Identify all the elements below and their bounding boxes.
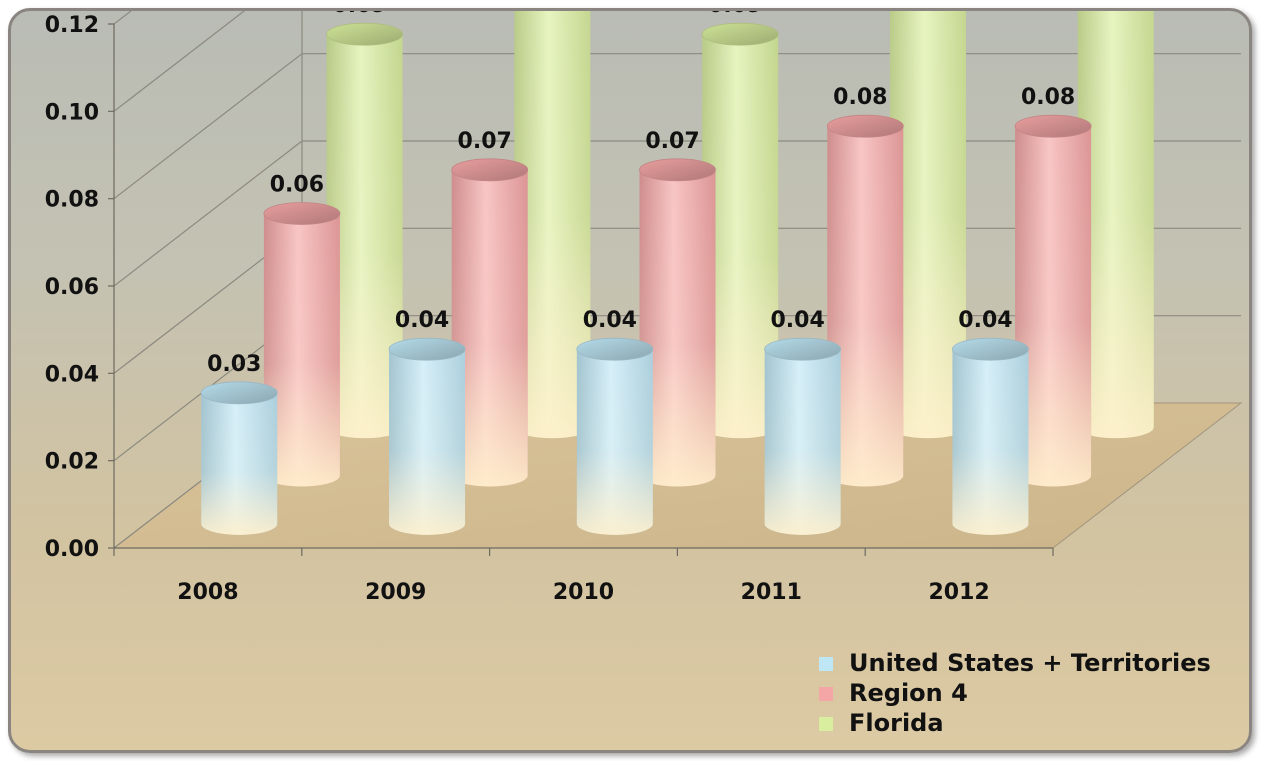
chart-svg: 0.00 0.02 0.04 0.06 0.08 0.10 0.12 2008 2009 201…: [45, 11, 1243, 737]
data-label: 0.06: [270, 173, 324, 198]
chart-frame: 0.00 0.02 0.04 0.06 0.08 0.10 0.12 2008 2009 201…: [8, 8, 1252, 753]
legend-label: United States + Territories: [849, 649, 1211, 677]
gridline-side: [113, 11, 132, 25]
bar: [639, 158, 716, 487]
data-label: 0.03: [207, 352, 261, 377]
gridline-side: [113, 53, 303, 200]
data-label: 0.04: [583, 308, 637, 333]
y-tick-label: 0.06: [45, 275, 99, 300]
bar: [326, 22, 403, 439]
legend-swatch: [819, 687, 833, 701]
y-tick-label: 0.12: [45, 13, 99, 38]
bar: [263, 202, 341, 487]
data-label: 0.09: [708, 11, 762, 18]
data-label: 0.04: [958, 308, 1012, 333]
bar: [576, 337, 654, 535]
data-label: 0.09: [332, 11, 386, 18]
bar: [889, 11, 966, 439]
x-tick-label: 2009: [365, 580, 426, 605]
legend-label: Region 4: [849, 679, 968, 707]
gridline-side: [113, 11, 246, 112]
data-label: 0.08: [1021, 85, 1075, 110]
x-tick-label: 2011: [741, 580, 802, 605]
data-label: 0.07: [458, 129, 512, 154]
data-label: 0.04: [770, 308, 824, 333]
legend-label: Florida: [849, 709, 944, 737]
bar: [764, 337, 842, 535]
bar: [701, 22, 779, 439]
x-tick-label: 2008: [177, 580, 238, 605]
bar: [200, 381, 278, 535]
bar: [451, 158, 529, 487]
bar: [952, 337, 1029, 535]
bar: [1014, 114, 1092, 487]
x-tick-label: 2010: [553, 580, 614, 605]
bar: [826, 114, 904, 487]
data-labels: 0.090.110.090.110.110.060.070.070.080.08…: [207, 11, 1075, 377]
y-axis-ticks: 0.00 0.02 0.04 0.06 0.08 0.10 0.12: [45, 13, 114, 562]
bar: [388, 337, 466, 535]
bar: [514, 11, 591, 439]
y-tick-label: 0.02: [45, 450, 99, 475]
gridline-side: [113, 140, 303, 287]
data-label: 0.04: [395, 308, 449, 333]
bars: [200, 11, 1154, 535]
x-axis-ticks: 2008 2009 2010 2011 2012: [113, 548, 1054, 605]
data-label: 0.07: [645, 129, 699, 154]
legend-swatch: [819, 657, 833, 671]
bar: [1077, 11, 1154, 439]
y-tick-label: 0.00: [45, 537, 99, 562]
y-tick-label: 0.04: [45, 362, 99, 387]
x-tick-label: 2012: [928, 580, 989, 605]
legend-swatch: [819, 717, 833, 731]
data-label: 0.08: [833, 85, 887, 110]
y-tick-label: 0.08: [45, 188, 99, 213]
y-tick-label: 0.10: [45, 100, 99, 125]
